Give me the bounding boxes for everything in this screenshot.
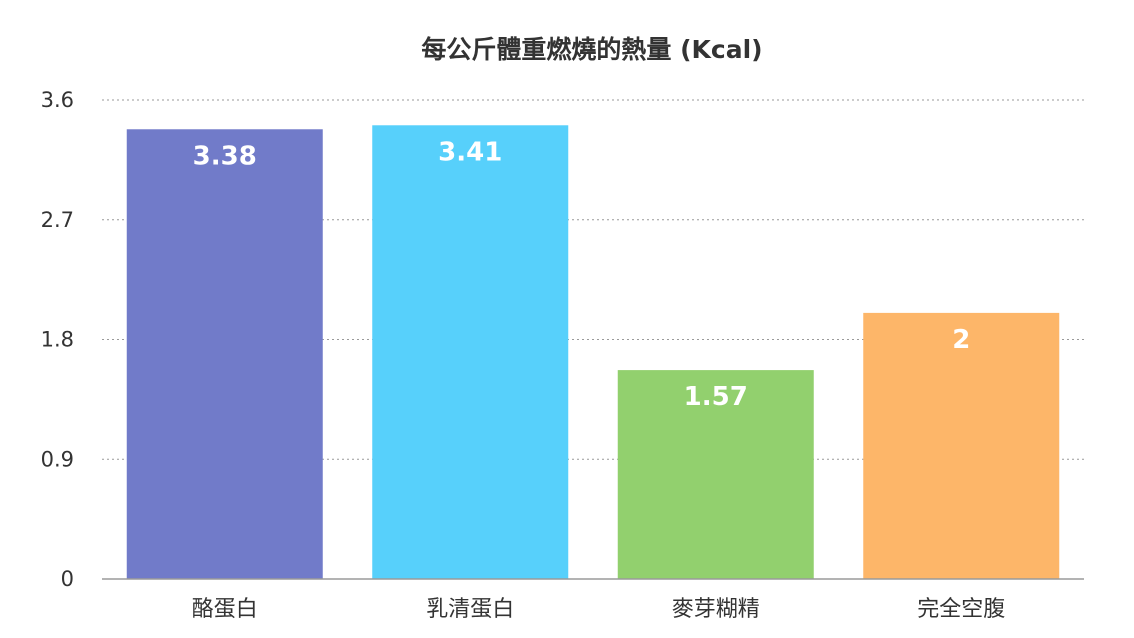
x-axis-categories: 酪蛋白 乳清蛋白 麥芽糊精 完全空腹 (192, 597, 1006, 622)
y-tick-label: 2.7 (41, 208, 74, 232)
x-category-label: 麥芽糊精 (672, 597, 760, 622)
bar (126, 129, 323, 579)
x-category-label: 酪蛋白 (192, 597, 258, 622)
bar-value-label: 3.38 (193, 141, 257, 171)
y-tick-label: 3.6 (41, 88, 74, 112)
bar-value-label: 3.41 (438, 137, 502, 167)
bar-value-label: 2 (952, 325, 970, 355)
grid-lines (102, 99, 1084, 460)
bar (372, 125, 569, 580)
x-category-label: 乳清蛋白 (426, 597, 514, 622)
x-category-label: 完全空腹 (917, 597, 1005, 622)
bars (126, 125, 1060, 580)
y-tick-label: 0 (61, 567, 74, 591)
y-axis-ticks: 0 0.9 1.8 2.7 3.6 (41, 88, 74, 591)
bar (617, 370, 814, 579)
y-tick-label: 1.8 (41, 328, 74, 352)
bar-value-label: 1.57 (684, 382, 748, 412)
chart-title: 每公斤體重燃燒的熱量 (Kcal) (421, 35, 762, 64)
y-tick-label: 0.9 (41, 447, 74, 471)
bar (863, 312, 1060, 579)
value-labels: 3.38 3.41 1.57 2 (193, 137, 971, 412)
